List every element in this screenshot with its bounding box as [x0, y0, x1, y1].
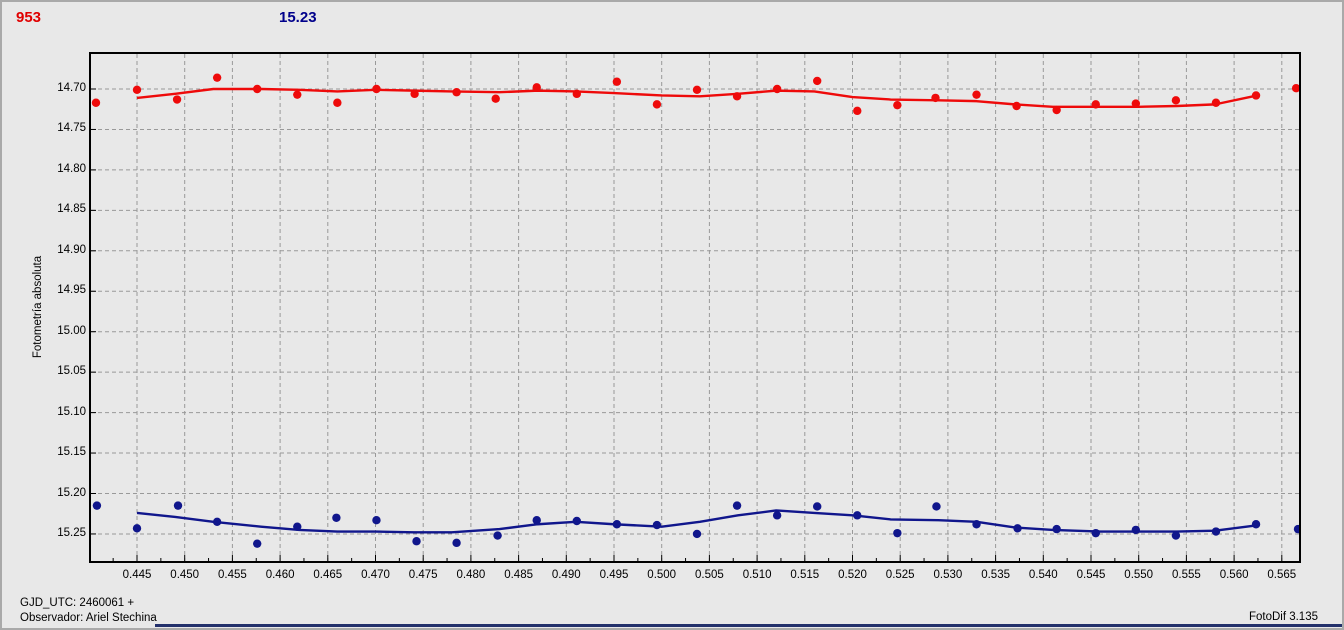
x-tick-label: 0.555 [1172, 569, 1201, 581]
y-tick-label: 15.00 [57, 324, 86, 337]
y-tick-label: 14.70 [57, 82, 86, 94]
y-tick-label: 14.95 [57, 284, 86, 297]
x-tick-label: 0.505 [695, 569, 724, 581]
photometry-plot [89, 52, 1301, 563]
x-tick-label: 0.450 [170, 569, 200, 581]
object-id-label: 953 [16, 9, 42, 26]
x-tick-label: 0.515 [790, 569, 820, 581]
x-tick-label: 0.475 [408, 569, 438, 581]
x-tick-label: 0.500 [647, 569, 677, 581]
observer-label: Observador: Ariel Stechina [20, 612, 157, 624]
x-tick-label: 0.565 [1267, 569, 1297, 581]
y-tick-label: 15.20 [57, 486, 86, 499]
gjd-utc-label: GJD_UTC: 2460061 + [20, 597, 135, 609]
x-tick-label: 0.535 [981, 569, 1010, 581]
y-tick-label: 15.25 [57, 526, 86, 539]
bottom-accent-strip [155, 624, 1342, 627]
x-tick-label: 0.445 [122, 569, 152, 581]
y-tick-label: 15.05 [57, 365, 86, 378]
x-tick-label: 0.455 [218, 569, 247, 581]
x-tick-label: 0.545 [1076, 569, 1106, 581]
y-tick-label: 15.15 [57, 446, 86, 459]
y-tick-label: 15.10 [57, 405, 86, 418]
x-tick-label: 0.550 [1124, 569, 1154, 581]
x-tick-label: 0.525 [885, 569, 915, 581]
x-tick-label: 0.530 [933, 569, 963, 581]
x-tick-label: 0.560 [1219, 569, 1249, 581]
x-tick-label: 0.485 [504, 569, 533, 581]
x-tick-label: 0.490 [551, 569, 581, 581]
x-tick-label: 0.480 [456, 569, 486, 581]
y-tick-label: 14.80 [57, 162, 86, 175]
x-tick-label: 0.510 [742, 569, 772, 581]
x-tick-label: 0.540 [1028, 569, 1058, 581]
y-tick-label: 14.90 [57, 243, 86, 256]
chart-canvas [91, 54, 1299, 561]
x-tick-label: 0.520 [838, 569, 867, 581]
x-tick-label: 0.470 [361, 569, 390, 581]
mean-magnitude-label: 15.23 [279, 9, 317, 26]
x-tick-label: 0.495 [599, 569, 629, 581]
x-tick-label: 0.465 [313, 569, 343, 581]
y-tick-label: 14.85 [57, 203, 86, 216]
x-tick-label: 0.460 [265, 569, 295, 581]
app-version-label: FotoDif 3.135 [1248, 611, 1318, 623]
y-axis-title: Fotometría absoluta [32, 255, 44, 359]
y-tick-label: 14.75 [57, 122, 86, 135]
